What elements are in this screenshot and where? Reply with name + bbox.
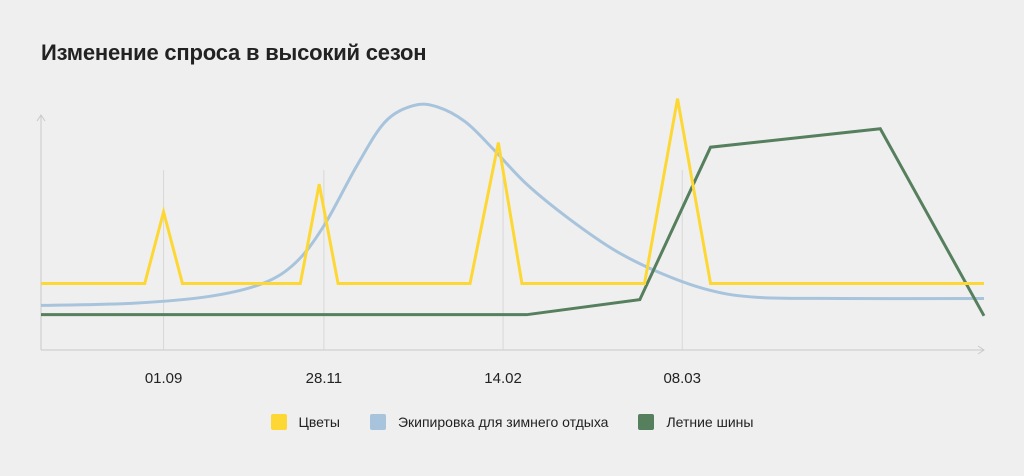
series-layer xyxy=(40,98,986,317)
y-axis-arrow xyxy=(36,114,46,122)
legend-item-flowers: Цветы xyxy=(270,414,340,430)
x-tick-label: 08.03 xyxy=(663,370,701,387)
legend-label-winter-gear: Экипировка для зимнего отдыха xyxy=(397,414,609,430)
legend-item-summer-tires: Летние шины xyxy=(638,414,753,430)
x-tick-label: 14.02 xyxy=(484,370,522,387)
legend: Цветы Экипировка для зимнего отдыха Летн… xyxy=(0,414,1024,430)
legend-swatch-summer-tires xyxy=(638,414,655,430)
legend-swatch-winter-gear xyxy=(369,414,386,430)
grid-layer xyxy=(163,170,683,350)
x-tick-label: 01.09 xyxy=(145,370,183,387)
legend-swatch-flowers xyxy=(270,414,287,430)
series-line-summer-tires xyxy=(41,127,986,317)
legend-item-winter-gear: Экипировка для зимнего отдыха xyxy=(369,414,609,430)
series-line-flowers xyxy=(41,98,984,285)
x-axis-arrow xyxy=(977,345,985,355)
x-tick-label: 28.11 xyxy=(306,370,342,387)
tick-layer: 01.09 28.11 14.02 08.03 xyxy=(145,370,701,387)
axis-layer xyxy=(36,114,985,355)
chart-title: Изменение спроса в высокий сезон xyxy=(41,40,427,65)
legend-label-flowers: Цветы xyxy=(298,414,340,430)
series-line-winter-gear xyxy=(40,102,985,307)
legend-label-summer-tires: Летние шины xyxy=(666,414,754,430)
